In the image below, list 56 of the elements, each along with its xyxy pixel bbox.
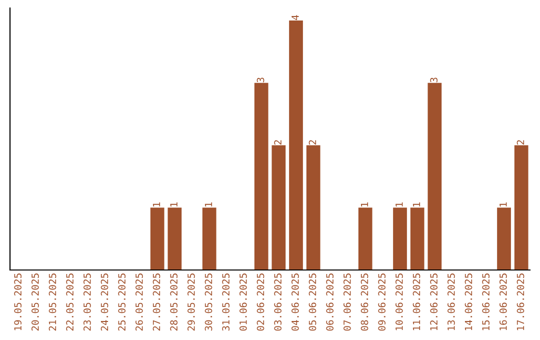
bar — [514, 145, 528, 270]
x-tick-label: 04.06.2025 — [291, 274, 299, 331]
data-label: 3 — [430, 78, 438, 82]
x-tick-label: 31.05.2025 — [222, 274, 230, 331]
x-tick-label: 07.06.2025 — [343, 274, 351, 331]
x-tick-label: 03.06.2025 — [274, 274, 282, 331]
x-tick-label: 10.06.2025 — [395, 274, 403, 330]
bar — [497, 208, 511, 270]
bar — [358, 208, 372, 270]
x-tick-label: 16.06.2025 — [499, 274, 507, 330]
bar — [289, 20, 303, 270]
data-label: 1 — [412, 202, 420, 206]
x-tick-label: 12.06.2025 — [430, 274, 438, 330]
data-label: 1 — [360, 202, 368, 206]
data-label: 2 — [516, 140, 524, 145]
bar — [306, 145, 320, 270]
x-tick-label: 30.05.2025 — [204, 274, 212, 331]
x-tick-label: 13.06.2025 — [447, 274, 455, 330]
bar — [202, 208, 216, 270]
bar — [393, 208, 407, 270]
x-tick-label: 11.06.2025 — [412, 274, 420, 330]
x-tick-label: 19.05.2025 — [14, 274, 22, 330]
data-label: 2 — [308, 140, 316, 145]
x-tick-label: 27.05.2025 — [152, 274, 160, 331]
data-label: 1 — [152, 202, 160, 206]
x-tick-label: 23.05.2025 — [83, 274, 91, 331]
bar — [428, 82, 442, 270]
bar — [410, 208, 424, 270]
x-tick-label: 26.05.2025 — [135, 274, 143, 331]
x-tick-label: 24.05.2025 — [100, 274, 108, 331]
data-label: 1 — [500, 202, 507, 206]
x-tick-label: 25.05.2025 — [118, 274, 126, 331]
x-tick-label: 01.06.2025 — [239, 274, 247, 331]
x-tick-label: 29.05.2025 — [187, 274, 195, 331]
x-tick-label: 21.05.2025 — [48, 274, 56, 331]
x-tick-label: 02.06.2025 — [256, 274, 264, 331]
x-tick-label: 06.06.2025 — [326, 274, 334, 331]
data-label: 3 — [256, 78, 264, 82]
data-label: 2 — [274, 140, 282, 145]
bar — [272, 145, 286, 270]
x-tick-label: 09.06.2025 — [378, 274, 386, 331]
x-tick-label: 08.06.2025 — [360, 274, 368, 331]
bar — [150, 208, 164, 270]
x-tick-label: 28.05.2025 — [170, 274, 178, 331]
data-label: 1 — [396, 202, 403, 206]
bar — [254, 82, 268, 270]
data-label: 4 — [292, 15, 299, 20]
x-tick-label: 05.06.2025 — [308, 274, 316, 331]
x-tick-label: 22.05.2025 — [66, 274, 74, 331]
data-label: 1 — [170, 202, 178, 206]
x-tick-label: 14.06.2025 — [464, 274, 472, 330]
x-tick-label: 17.06.2025 — [516, 274, 524, 330]
x-tick-label: 20.05.2025 — [31, 274, 39, 331]
x-tick-label: 15.06.2025 — [482, 274, 490, 330]
bar — [168, 208, 182, 270]
data-label: 1 — [204, 202, 212, 206]
